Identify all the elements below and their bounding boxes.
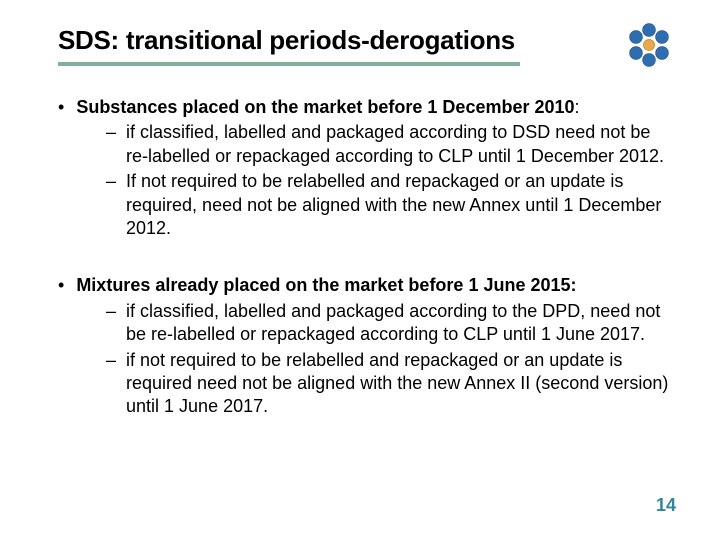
bullet-lead: Substances placed on the market before 1… <box>76 97 574 117</box>
dash-icon: – <box>106 349 116 372</box>
flower-logo-icon <box>626 22 672 68</box>
sub-text: If not required to be relabelled and rep… <box>126 170 672 240</box>
slide-header: SDS: transitional periods-derogations <box>58 22 672 68</box>
slide: SDS: transitional periods-derogations • <box>0 0 720 540</box>
bullet-level1: • Substances placed on the market before… <box>58 96 672 119</box>
dash-icon: – <box>106 170 116 193</box>
bullet-level2: – If not required to be relabelled and r… <box>106 170 672 240</box>
bullet-dot-icon: • <box>58 274 64 297</box>
bullet-level1: • Mixtures already placed on the market … <box>58 274 672 297</box>
title-underline <box>58 62 520 66</box>
bullet-lead: Mixtures already placed on the market be… <box>76 275 576 295</box>
bullet-lead-suffix: : <box>575 97 580 117</box>
bullet-dot-icon: • <box>58 96 64 119</box>
sub-list: – if classified, labelled and packaged a… <box>58 300 672 419</box>
dash-icon: – <box>106 121 116 144</box>
bullet-level2: – if classified, labelled and packaged a… <box>106 121 672 168</box>
sub-text: if not required to be relabelled and rep… <box>126 349 672 419</box>
bullet-level2: – if classified, labelled and packaged a… <box>106 300 672 347</box>
sub-list: – if classified, labelled and packaged a… <box>58 121 672 240</box>
slide-title: SDS: transitional periods-derogations <box>58 25 614 56</box>
bullet-block: • Mixtures already placed on the market … <box>58 274 672 418</box>
bullet-text: Mixtures already placed on the market be… <box>76 274 672 297</box>
dash-icon: – <box>106 300 116 323</box>
bullet-text: Substances placed on the market before 1… <box>76 96 672 119</box>
sub-text: if classified, labelled and packaged acc… <box>126 121 672 168</box>
sub-text: if classified, labelled and packaged acc… <box>126 300 672 347</box>
page-number: 14 <box>656 495 676 516</box>
slide-body: • Substances placed on the market before… <box>58 68 672 419</box>
bullet-block: • Substances placed on the market before… <box>58 96 672 240</box>
bullet-level2: – if not required to be relabelled and r… <box>106 349 672 419</box>
title-wrap: SDS: transitional periods-derogations <box>58 25 614 66</box>
